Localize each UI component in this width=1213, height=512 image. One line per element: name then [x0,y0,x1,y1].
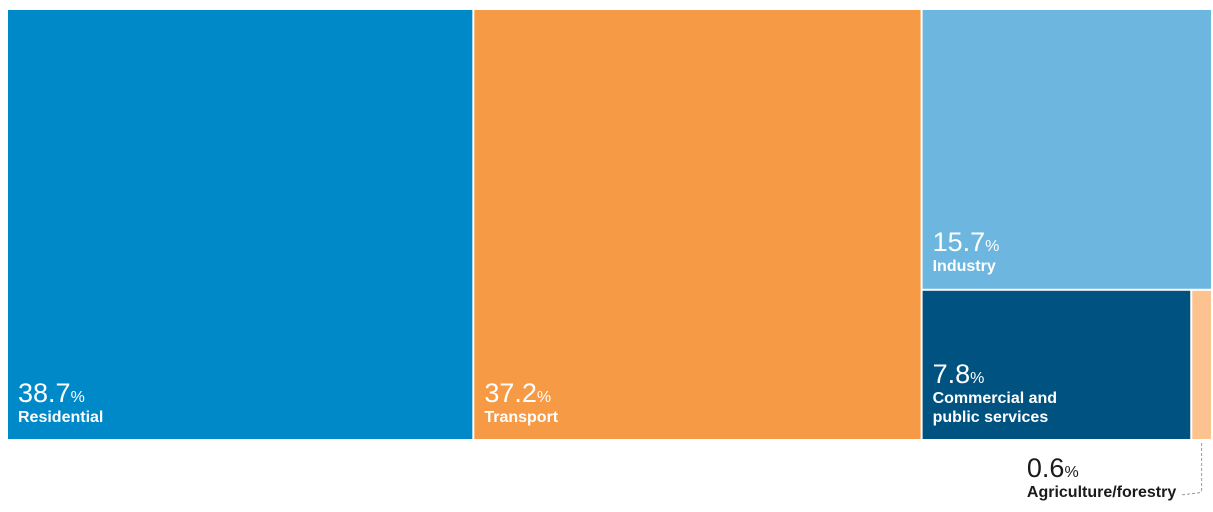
category-label: Agriculture/forestry [1026,484,1177,501]
category-label: Residential [18,408,104,426]
value-number: 15.7 [932,227,986,258]
value-unit: % [1064,464,1079,481]
value-number: 37.2 [484,377,537,408]
value-label: 15.7% [933,229,1000,256]
tile [8,10,473,439]
leader-line [1180,443,1203,496]
category-label: Industry [932,258,996,276]
category-label: Commercial and public services [932,390,1058,426]
tile-label: 38.7% Residential [18,377,104,427]
value-number: 0.6 [1026,453,1065,483]
value-unit: % [536,388,552,406]
value-label: 0.6% [1027,455,1176,482]
tile-label: 37.2% Transport [484,377,559,427]
value-unit: % [970,370,985,388]
tile-label: 0.6% Agriculture/forestry [1027,455,1176,502]
tile [922,10,1211,289]
value-number: 7.8 [932,359,971,390]
tile [1192,290,1211,439]
tile-label: 7.8% Commercial and public services [933,361,1098,427]
value-number: 38.7 [18,377,71,408]
value-label: 37.2% [484,377,558,408]
tile [474,10,921,439]
value-label: 38.7% [18,377,103,408]
category-label: Transport [484,408,559,426]
value-label: 7.8% [933,361,1098,388]
value-unit: % [70,388,85,406]
tile [922,290,1191,439]
value-unit: % [985,238,1000,256]
tile-label: 15.7% Industry [933,229,1000,276]
